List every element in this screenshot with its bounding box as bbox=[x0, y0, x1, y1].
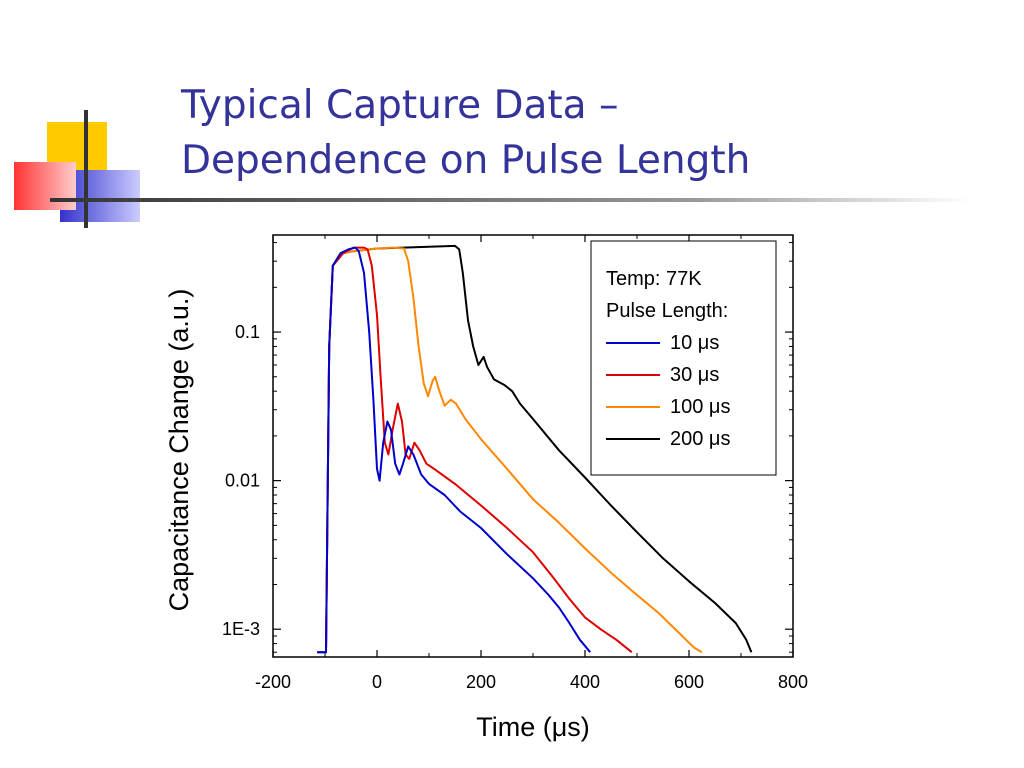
legend-header-temp: Temp: 77K bbox=[606, 268, 702, 290]
x-tick-label: 200 bbox=[466, 672, 496, 692]
legend-label: 200 μs bbox=[670, 428, 730, 450]
y-tick-label: 1E-3 bbox=[222, 619, 260, 639]
legend-header-pulse: Pulse Length: bbox=[606, 300, 728, 322]
legend-label: 30 μs bbox=[670, 364, 719, 386]
y-tick-label: 0.1 bbox=[235, 322, 260, 342]
x-tick-label: 800 bbox=[778, 672, 808, 692]
x-axis-label: Time (μs) bbox=[476, 712, 590, 742]
legend-label: 10 μs bbox=[670, 332, 719, 354]
legend-entries: 10 μs 30 μs 100 μs 200 μs bbox=[606, 332, 730, 450]
x-tick-label: 400 bbox=[570, 672, 600, 692]
logo-vertical-line bbox=[84, 110, 88, 228]
series-line-10-s bbox=[317, 246, 591, 654]
slide-title: Typical Capture Data – Dependence on Pul… bbox=[181, 78, 750, 188]
title-rule bbox=[50, 198, 970, 202]
series-line-100-s bbox=[325, 246, 703, 654]
series-layer bbox=[317, 244, 753, 654]
legend-box bbox=[590, 240, 777, 476]
legend: Temp: 77K Pulse Length: 10 μs 30 μs 100 μs… bbox=[590, 240, 777, 476]
x-tick-label: 600 bbox=[674, 672, 704, 692]
slide-title-line-2: Dependence on Pulse Length bbox=[181, 138, 751, 183]
y-tick-label: 0.01 bbox=[225, 471, 260, 491]
x-tick-label: -200 bbox=[255, 672, 291, 692]
x-tick-label: 0 bbox=[372, 672, 382, 692]
legend-label: 100 μs bbox=[670, 396, 730, 418]
tick-labels: -200 0 200 400 600 800 1E-3 0.01 0.1 bbox=[222, 322, 808, 692]
y-axis-label: Capacitance Change (a.u.) bbox=[164, 289, 194, 612]
slide-title-line-1: Typical Capture Data – bbox=[181, 83, 619, 128]
slide-logo bbox=[14, 110, 970, 228]
series-line-30-s bbox=[325, 246, 633, 653]
